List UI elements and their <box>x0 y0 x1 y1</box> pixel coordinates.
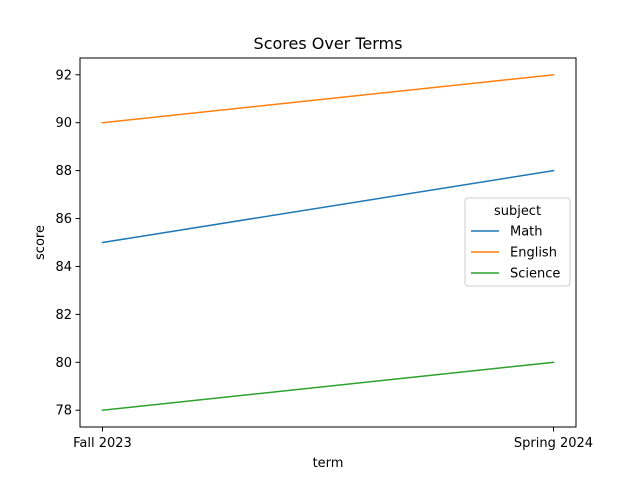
y-tick-label: 88 <box>55 164 72 179</box>
x-tick-label: Spring 2024 <box>514 436 593 451</box>
y-tick-label: 84 <box>55 260 72 275</box>
legend-box <box>464 197 571 287</box>
y-axis-label: score <box>33 225 48 260</box>
legend-items: Math English Science <box>471 225 560 282</box>
y-tick-label: 82 <box>55 308 72 323</box>
legend-label-science: Science <box>510 267 560 282</box>
y-tick-label: 92 <box>55 68 72 83</box>
y-tick-label: 78 <box>55 404 72 419</box>
chart-title: Scores Over Terms <box>254 34 403 53</box>
legend: subject Math English Science <box>464 197 571 287</box>
x-axis: Fall 2023 Spring 2024 <box>73 427 593 451</box>
series-line-math <box>101 169 555 244</box>
series-layer <box>101 73 555 412</box>
legend-label-english: English <box>510 246 557 261</box>
plot-frame <box>79 57 577 428</box>
legend-title: subject <box>494 204 541 219</box>
legend-label-math: Math <box>510 225 543 240</box>
y-axis: 78 80 82 84 86 88 90 92 <box>55 68 80 419</box>
x-tick-label: Fall 2023 <box>73 436 132 451</box>
series-line-english <box>101 73 555 124</box>
y-tick-label: 80 <box>55 356 72 371</box>
x-axis-label: term <box>313 456 344 471</box>
series-line-science <box>101 361 555 412</box>
y-tick-label: 86 <box>55 212 72 227</box>
y-tick-label: 90 <box>55 116 72 131</box>
